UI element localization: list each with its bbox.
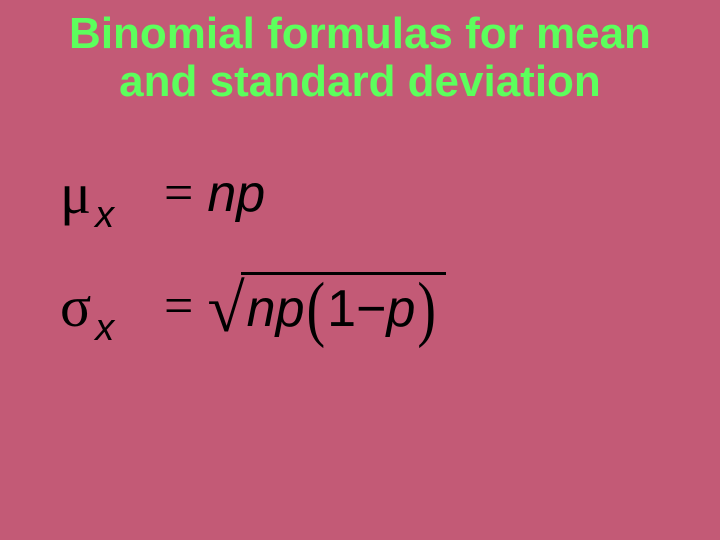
sqrt: √ np ( 1 − p ) xyxy=(207,267,446,346)
paren-open: ( xyxy=(307,267,326,350)
one: 1 xyxy=(327,279,356,339)
title-line-1: Binomial formulas for mean xyxy=(69,9,651,58)
mean-equals: = xyxy=(164,164,193,223)
sigma-symbol: σ xyxy=(60,273,91,340)
sd-rhs: √ np ( 1 − p ) xyxy=(207,267,446,346)
sd-lhs: σ x xyxy=(60,273,150,340)
mu-subscript: x xyxy=(95,194,114,237)
minus: − xyxy=(356,279,386,339)
radicand-np: np xyxy=(247,279,305,339)
paren-close: ) xyxy=(417,267,436,350)
sd-formula: σ x = √ np ( 1 − p ) xyxy=(60,267,660,346)
sd-equals: = xyxy=(164,277,193,336)
formula-block: μ x = np σ x = √ np ( 1 − xyxy=(60,160,660,386)
title-line-2: and standard deviation xyxy=(119,57,601,106)
mean-lhs: μ x xyxy=(60,160,150,227)
radical-sign: √ xyxy=(207,269,244,348)
radicand: np ( 1 − p ) xyxy=(241,272,446,341)
mean-formula: μ x = np xyxy=(60,160,660,227)
mean-rhs: np xyxy=(207,164,265,224)
slide-title: Binomial formulas for mean and standard … xyxy=(0,10,720,107)
slide: Binomial formulas for mean and standard … xyxy=(0,0,720,540)
sigma-subscript: x xyxy=(95,307,114,350)
p: p xyxy=(386,279,415,339)
mu-symbol: μ xyxy=(60,160,91,227)
